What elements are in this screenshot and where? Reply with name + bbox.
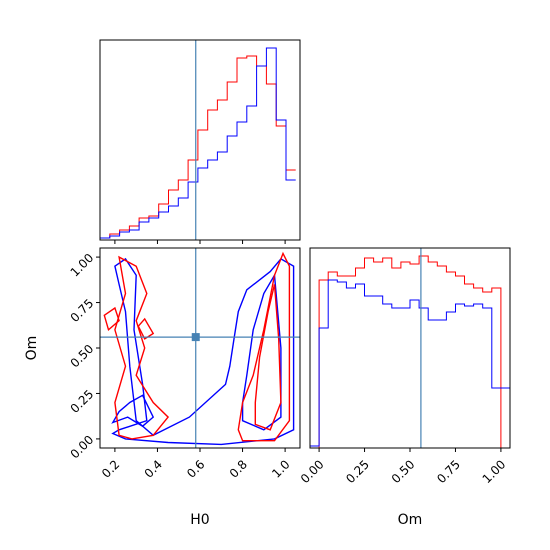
- axis-labels: H0 Om Om: [24, 336, 422, 528]
- x-tick-label: 0.25: [343, 457, 372, 486]
- hist-h0-blue-series: [100, 47, 296, 239]
- scatter-panel: 0.2 0.4 0.6 0.8 1.0 0.00 0.25 0.50 0.75 1.00: [68, 247, 301, 481]
- x-tick-label: 0.2: [99, 457, 122, 480]
- truth-marker: [191, 333, 200, 342]
- x-tick-label: 0.75: [434, 457, 463, 486]
- y-axis-label-om: Om: [24, 336, 40, 361]
- x-axis-label-om: Om: [398, 512, 423, 528]
- hist-h0-panel: [99, 39, 301, 244]
- x-tick-label: 0.50: [389, 457, 418, 486]
- contour-red-left: [114, 255, 170, 440]
- x-tick-label: 0.6: [184, 457, 207, 480]
- y-tick-label: 0.50: [68, 342, 97, 371]
- hist-om-red-series: [310, 255, 510, 449]
- y-tick-label: 0.75: [68, 296, 97, 325]
- contour-blue-loop: [111, 394, 155, 428]
- y-tick-label: 0.25: [68, 387, 97, 416]
- contour-blue-outer: [111, 257, 295, 446]
- contour-red-right-outer: [237, 251, 291, 442]
- x-tick-label: 0.8: [227, 457, 250, 480]
- y-tick-label: 1.00: [68, 251, 97, 280]
- x-tick-label: 0.00: [298, 457, 327, 486]
- x-tick-label: 1.00: [480, 457, 509, 486]
- hist-om-panel: 0.00 0.25 0.50 0.75 1.00: [298, 247, 511, 486]
- contour-red-blob: [103, 306, 120, 332]
- x-axis-label-h0: H0: [190, 512, 209, 528]
- contour-red-small: [137, 317, 155, 340]
- x-tick-label: 1.0: [269, 457, 292, 480]
- hist-h0-frame: [99, 39, 301, 241]
- hist-h0-red-series: [100, 55, 296, 239]
- y-tick-label: 0.00: [68, 433, 97, 462]
- hist-om-blue-series: [310, 279, 510, 447]
- hist-om-frame: [309, 247, 511, 449]
- x-tick-label: 0.4: [142, 457, 165, 480]
- contour-red-right-inner: [254, 284, 282, 431]
